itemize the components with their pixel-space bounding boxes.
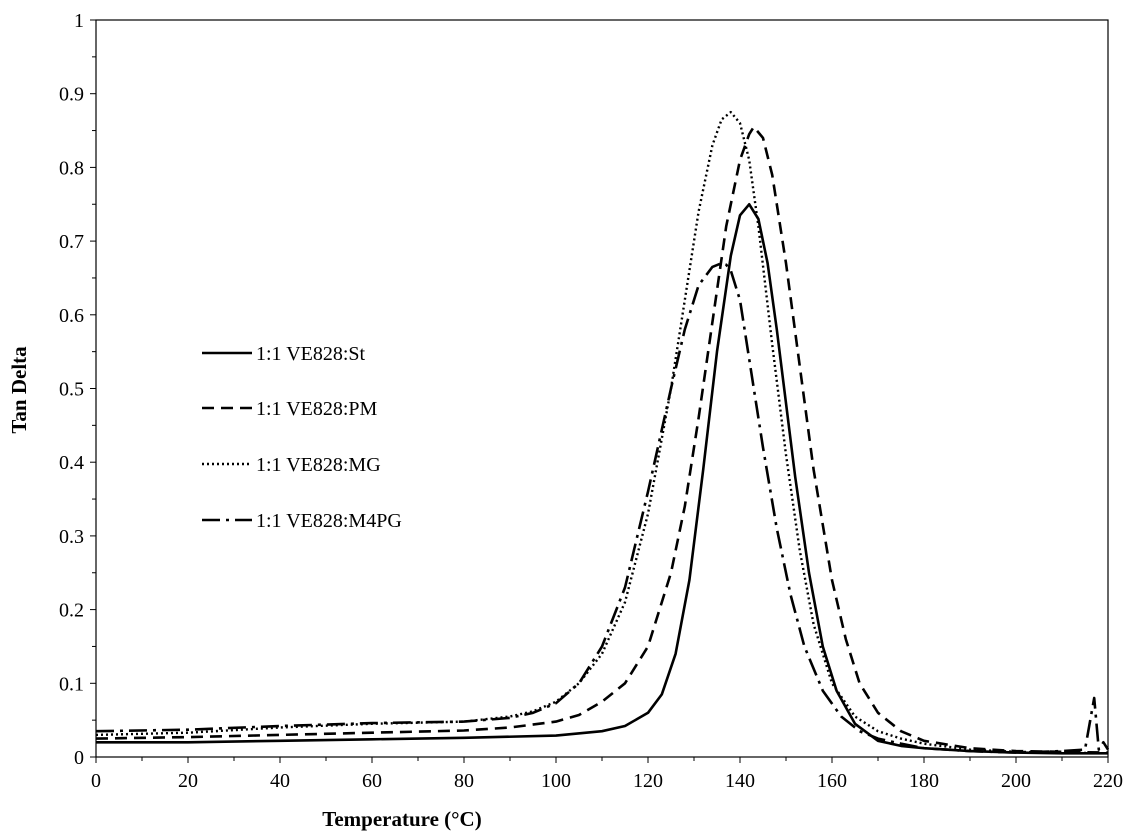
x-tick-label: 160: [817, 770, 847, 792]
series-line-2: [95, 125, 1109, 754]
x-tick-label: 200: [1001, 770, 1031, 792]
y-tick-label: 0.3: [59, 526, 84, 548]
x-tick-label: 100: [541, 770, 571, 792]
y-tick-label: 1: [74, 10, 84, 32]
y-tick-label: 0.4: [59, 452, 84, 474]
y-tick-label: 0.8: [59, 157, 84, 179]
y-tick-label: 0: [74, 747, 84, 769]
legend-label-4: 1:1 VE828:M4PG: [256, 510, 402, 532]
x-tick-label: 60: [362, 770, 382, 792]
y-tick-label: 0.6: [59, 305, 84, 327]
y-tick-label: 0.9: [59, 84, 84, 106]
axes-layer: 0 20 40 60 80 100 120 140 160 180 200 220 0 0.1 0.2 0.3…: [59, 10, 1123, 792]
x-tick-label: 0: [91, 770, 101, 792]
series-line-4: [95, 261, 1110, 754]
x-tick-label: 40: [270, 770, 290, 792]
legend-label-1: 1:1 VE828:St: [256, 343, 366, 365]
x-tick-label: 220: [1093, 770, 1123, 792]
series-layer: [95, 110, 1110, 755]
legend-label-3: 1:1 VE828:MG: [256, 454, 381, 476]
y-tick-label: 0.5: [59, 379, 84, 401]
y-axis-title: Tan Delta: [7, 346, 31, 434]
x-tick-label: 20: [178, 770, 198, 792]
y-tick-label: 0.1: [59, 673, 84, 695]
x-axis-title: Temperature (°C): [322, 807, 481, 831]
x-tick-label: 140: [725, 770, 755, 792]
series-line-3: [95, 110, 1109, 755]
x-tick-label: 120: [633, 770, 663, 792]
legend-label-2: 1:1 VE828:PM: [256, 398, 378, 420]
y-tick-label: 0.7: [59, 231, 84, 253]
x-tick-label: 180: [909, 770, 939, 792]
y-tick-label: 0.2: [59, 600, 84, 622]
x-tick-label: 80: [454, 770, 474, 792]
series-line-1: [96, 203, 1108, 755]
legend: 1:1 VE828:St 1:1 VE828:PM 1:1 VE828:MG 1:1 …: [202, 343, 402, 532]
